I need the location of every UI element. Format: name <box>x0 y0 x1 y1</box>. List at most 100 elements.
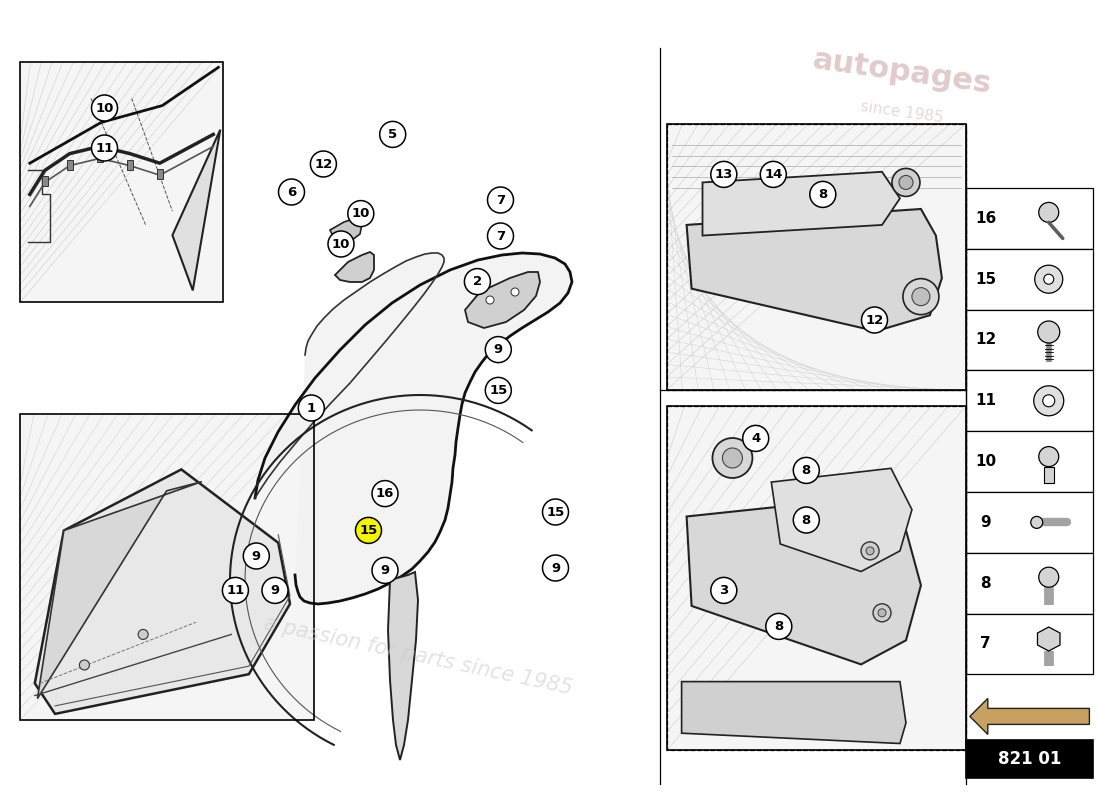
Bar <box>966 188 1093 249</box>
Text: 12: 12 <box>866 314 883 326</box>
Text: 8: 8 <box>802 514 811 526</box>
Bar <box>157 170 163 179</box>
Polygon shape <box>173 130 220 290</box>
Circle shape <box>485 337 512 362</box>
Text: 821 01: 821 01 <box>998 750 1062 768</box>
Circle shape <box>892 169 920 197</box>
Text: 7: 7 <box>496 194 505 206</box>
Circle shape <box>512 288 519 296</box>
Circle shape <box>243 543 270 569</box>
Circle shape <box>878 609 886 617</box>
Circle shape <box>310 151 337 177</box>
Text: 9: 9 <box>381 564 389 577</box>
Polygon shape <box>686 496 921 664</box>
Circle shape <box>487 187 514 213</box>
Bar <box>966 370 1093 431</box>
Circle shape <box>1044 274 1054 284</box>
Text: 9: 9 <box>494 343 503 356</box>
Circle shape <box>355 518 382 543</box>
Text: 13: 13 <box>715 168 733 181</box>
Bar <box>966 614 1093 674</box>
Text: 2: 2 <box>473 275 482 288</box>
Circle shape <box>487 223 514 249</box>
Circle shape <box>711 162 737 187</box>
Text: 15: 15 <box>490 384 507 397</box>
Text: since 1985: since 1985 <box>860 98 944 126</box>
Circle shape <box>486 296 494 304</box>
Circle shape <box>899 175 913 190</box>
Bar <box>667 124 966 390</box>
Text: 16: 16 <box>376 487 394 500</box>
Text: 5: 5 <box>388 128 397 141</box>
Text: autopages: autopages <box>811 45 993 99</box>
Text: 12: 12 <box>976 333 997 347</box>
Text: 8: 8 <box>774 620 783 633</box>
Circle shape <box>1038 567 1058 587</box>
Text: 10: 10 <box>976 454 997 469</box>
Text: 3: 3 <box>719 584 728 597</box>
Circle shape <box>873 604 891 622</box>
Polygon shape <box>682 682 906 743</box>
Text: 11: 11 <box>96 142 113 154</box>
Polygon shape <box>703 172 900 235</box>
Text: a passion for parts since 1985: a passion for parts since 1985 <box>262 614 574 698</box>
Bar <box>20 62 223 302</box>
Text: 8: 8 <box>818 188 827 201</box>
Text: 14: 14 <box>764 168 782 181</box>
Text: 9: 9 <box>252 550 261 562</box>
Text: 10: 10 <box>332 238 350 250</box>
Circle shape <box>793 507 820 533</box>
Text: 9: 9 <box>980 515 991 530</box>
Circle shape <box>1031 517 1043 528</box>
Circle shape <box>711 578 737 603</box>
Circle shape <box>372 558 398 583</box>
Circle shape <box>861 542 879 560</box>
Polygon shape <box>330 218 362 240</box>
Circle shape <box>91 135 118 161</box>
Text: 15: 15 <box>976 272 997 286</box>
Text: 9: 9 <box>551 562 560 574</box>
Circle shape <box>542 555 569 581</box>
Polygon shape <box>35 470 290 714</box>
Circle shape <box>91 95 118 121</box>
Circle shape <box>793 458 820 483</box>
Circle shape <box>912 288 930 306</box>
Circle shape <box>742 426 769 451</box>
Circle shape <box>903 278 939 314</box>
Text: 1: 1 <box>307 402 316 414</box>
Circle shape <box>464 269 491 294</box>
Circle shape <box>866 547 874 555</box>
Bar <box>20 62 223 302</box>
Text: 12: 12 <box>315 158 332 170</box>
Bar <box>667 124 966 390</box>
Text: 9: 9 <box>271 584 279 597</box>
Text: 15: 15 <box>360 524 377 537</box>
Polygon shape <box>465 272 540 328</box>
Bar <box>667 406 966 750</box>
Text: 15: 15 <box>547 506 564 518</box>
Bar <box>966 310 1093 370</box>
Circle shape <box>379 122 406 147</box>
Circle shape <box>1037 321 1059 343</box>
Circle shape <box>1038 446 1058 466</box>
Bar <box>966 492 1093 553</box>
Polygon shape <box>37 482 202 698</box>
Circle shape <box>222 578 249 603</box>
Bar <box>42 176 47 186</box>
Circle shape <box>485 378 512 403</box>
Text: 6: 6 <box>287 186 296 198</box>
Polygon shape <box>336 252 374 282</box>
Circle shape <box>861 307 888 333</box>
Polygon shape <box>388 572 418 760</box>
Circle shape <box>723 448 743 468</box>
Bar <box>667 406 966 750</box>
Circle shape <box>328 231 354 257</box>
Bar <box>97 152 102 162</box>
Text: 8: 8 <box>802 464 811 477</box>
Text: 11: 11 <box>976 394 997 408</box>
Circle shape <box>79 660 89 670</box>
Polygon shape <box>970 698 1089 734</box>
Circle shape <box>766 614 792 639</box>
Text: 4: 4 <box>751 432 760 445</box>
Polygon shape <box>686 209 942 331</box>
